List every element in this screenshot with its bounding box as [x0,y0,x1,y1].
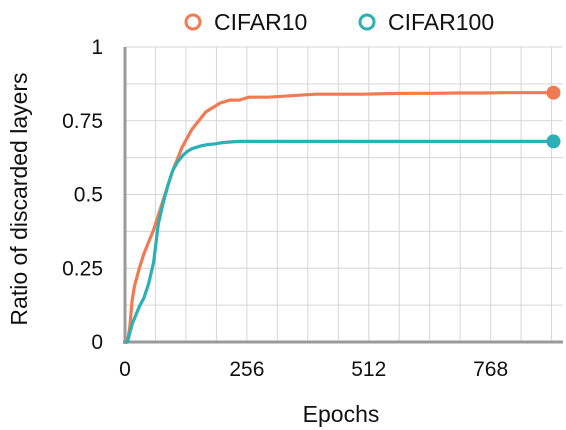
series-line-cifar100 [125,139,554,344]
y-tick-label: 0.75 [62,110,103,133]
legend-marker-cifar100 [358,13,376,31]
x-axis-title: Epochs [303,401,380,427]
series-end-marker-cifar100 [546,134,561,149]
y-tick-label: 1 [91,36,103,59]
legend-label-cifar100: CIFAR100 [388,9,494,35]
y-tick-label: 0.5 [74,184,103,207]
tick-labels: 0 256 512 768 0 0.25 0.5 0.75 1 [62,36,508,381]
series-layer [125,85,561,344]
axes [123,47,563,344]
legend-marker-cifar10 [184,13,202,31]
x-tick-label: 512 [351,358,386,381]
legend-item-cifar100: CIFAR100 [358,9,494,35]
series-end-marker-cifar10 [546,85,561,100]
y-tick-label: 0 [91,331,103,354]
x-tick-label: 768 [473,358,508,381]
legend-item-cifar10: CIFAR10 [184,9,307,35]
legend-label-cifar10: CIFAR10 [214,9,307,35]
x-tick-label: 0 [119,358,131,381]
legend: CIFAR10 CIFAR100 [184,9,494,35]
series-line-cifar10 [125,91,554,344]
x-tick-label: 256 [229,358,264,381]
y-axis-title: Ratio of discarded layers [6,72,32,325]
y-tick-label: 0.25 [62,257,103,280]
